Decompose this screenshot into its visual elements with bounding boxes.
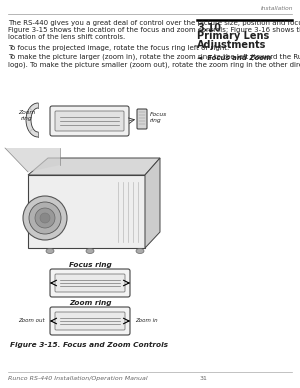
Text: Primary Lens: Primary Lens [197,31,269,41]
FancyBboxPatch shape [50,106,129,136]
Circle shape [29,202,61,234]
Text: To focus the projected image, rotate the focus ring left or right.: To focus the projected image, rotate the… [8,45,229,51]
Text: 31: 31 [200,376,208,381]
Text: 3.10: 3.10 [197,23,221,33]
Circle shape [35,208,55,228]
Polygon shape [145,158,160,248]
Text: The RS-440 gives you a great deal of control over the picture size, position and: The RS-440 gives you a great deal of con… [8,20,300,40]
Polygon shape [28,175,145,248]
Polygon shape [5,148,60,172]
Polygon shape [26,103,38,137]
Ellipse shape [46,248,54,253]
Text: Zoom in: Zoom in [135,319,158,324]
Text: Adjustments: Adjustments [197,40,266,50]
Polygon shape [28,158,160,175]
FancyBboxPatch shape [55,312,125,330]
Text: Focus
ring: Focus ring [150,112,167,123]
Text: Runco RS-440 Installation/Operation Manual: Runco RS-440 Installation/Operation Manu… [8,376,148,381]
Text: Installation: Installation [260,6,293,11]
Text: Figure 3-15. Focus and Zoom Controls: Figure 3-15. Focus and Zoom Controls [10,342,168,348]
Text: Zoom out: Zoom out [18,319,45,324]
Ellipse shape [136,248,144,253]
FancyBboxPatch shape [55,274,125,292]
Text: Focus ring: Focus ring [69,262,111,268]
Ellipse shape [86,248,94,253]
Text: Zoom
ring: Zoom ring [18,110,36,121]
FancyBboxPatch shape [55,111,124,131]
FancyBboxPatch shape [50,307,130,335]
Circle shape [23,196,67,240]
Text: To make the picture larger (zoom in), rotate the zoom ring to the left (toward t: To make the picture larger (zoom in), ro… [8,54,300,68]
FancyBboxPatch shape [50,269,130,297]
Circle shape [40,213,50,223]
Text: Zoom ring: Zoom ring [69,300,111,306]
FancyBboxPatch shape [137,109,147,129]
Text: ◄  Focus and Zoom: ◄ Focus and Zoom [197,55,271,61]
